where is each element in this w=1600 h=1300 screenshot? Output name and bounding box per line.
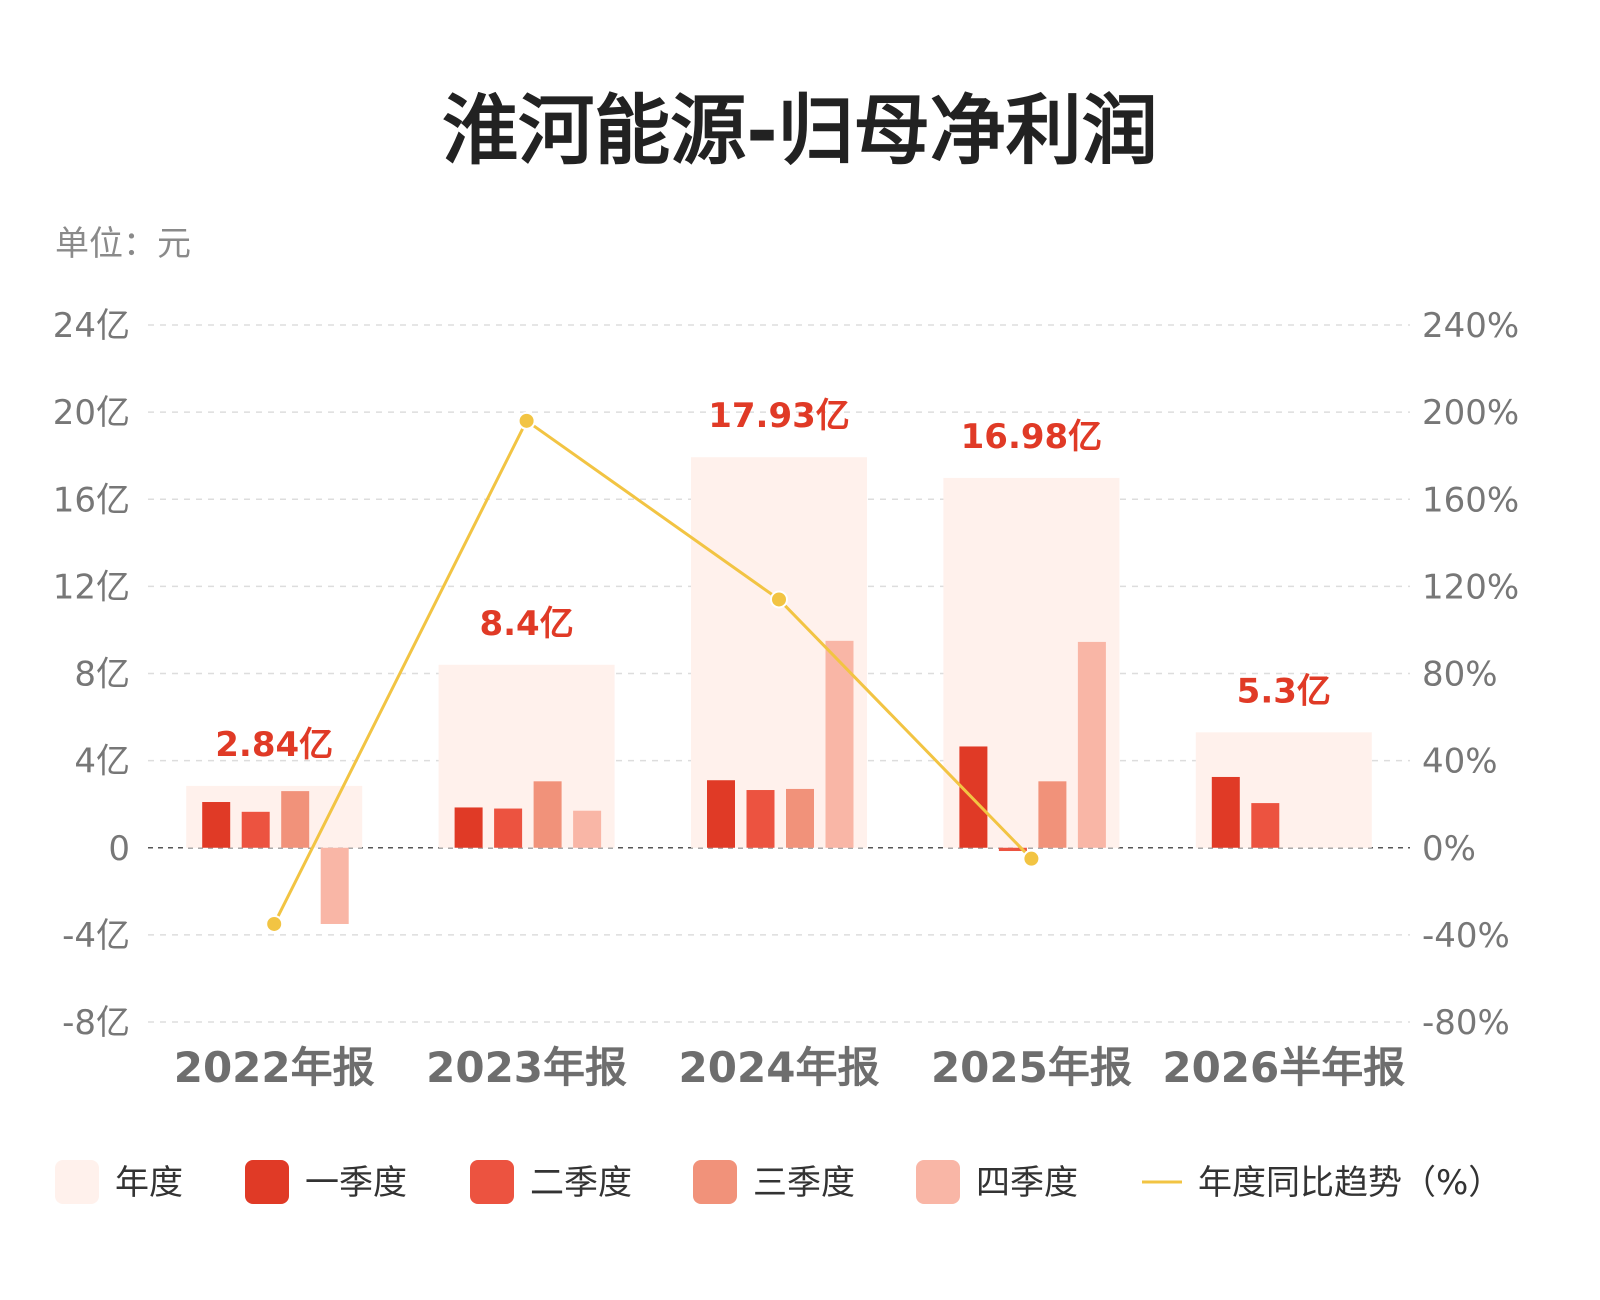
y-tick-right: 240%	[1422, 306, 1519, 346]
quarter-bar-q3	[786, 788, 814, 848]
legend: 年度 一季度 二季度 三季度 四季度 年度同比趋势（%）	[55, 1160, 1502, 1204]
legend-swatch	[55, 1160, 99, 1204]
chart-title: 淮河能源-归母净利润	[442, 86, 1158, 175]
y-tick-right: -40%	[1422, 916, 1510, 956]
quarter-bar-q1	[202, 802, 231, 848]
y-tick-left: -4亿	[62, 916, 130, 956]
bars	[186, 457, 1372, 924]
y-tick-right: 200%	[1422, 393, 1519, 433]
trend-point	[265, 914, 284, 933]
legend-swatch	[916, 1160, 960, 1204]
x-category-label: 2022年报	[174, 1043, 375, 1092]
trend-point	[517, 411, 536, 430]
y-tick-left: 4亿	[74, 742, 130, 782]
y-tick-left: 0	[108, 829, 130, 869]
quarter-bar-q3	[281, 791, 310, 848]
y-tick-left: -8亿	[62, 1003, 130, 1043]
trend-point	[1022, 849, 1041, 868]
quarter-bar-q4	[1077, 641, 1106, 848]
unit-label: 单位：元	[55, 224, 191, 264]
x-category-label: 2023年报	[426, 1043, 627, 1092]
axes: -8亿 -80% -4亿 -40% 0 0% 4亿 40% 8亿 80% 12亿 120% 16亿 160…	[53, 306, 1519, 1092]
annual-data-label: 16.98亿	[961, 417, 1103, 457]
legend-swatch	[470, 1160, 514, 1204]
trend-polyline	[272, 418, 1033, 925]
quarter-bar-q4	[320, 847, 349, 924]
y-tick-right: 40%	[1422, 742, 1498, 782]
quarter-bar-q3	[1038, 781, 1067, 848]
quarter-bar-q2	[494, 808, 523, 848]
annual-data-label: 8.4亿	[479, 604, 573, 644]
y-tick-right: 120%	[1422, 567, 1519, 607]
quarter-bar-q2	[746, 790, 775, 848]
annual-data-label: 17.93亿	[708, 396, 850, 436]
quarter-bar-q2	[1251, 803, 1280, 848]
data-labels: 2.84亿 8.4亿 17.93亿 16.98亿 5.3亿	[215, 396, 1331, 765]
quarter-bar-q1	[454, 807, 483, 848]
quarter-bar-q4	[573, 810, 602, 848]
quarter-bar-q1	[707, 780, 735, 848]
y-tick-right: 160%	[1422, 480, 1519, 520]
y-tick-left: 24亿	[53, 306, 130, 346]
x-category-label: 2024年报	[679, 1043, 880, 1092]
y-tick-left: 20亿	[53, 393, 130, 433]
legend-label: 四季度	[976, 1163, 1078, 1203]
y-tick-right: -80%	[1422, 1003, 1510, 1043]
y-tick-right: 0%	[1422, 829, 1476, 869]
y-tick-left: 16亿	[53, 480, 130, 520]
trend-point	[770, 590, 788, 609]
x-category-label: 2026半年报	[1162, 1043, 1405, 1092]
legend-swatch	[693, 1160, 737, 1204]
y-tick-left: 8亿	[74, 655, 130, 695]
legend-label: 一季度	[305, 1163, 407, 1203]
legend-label: 二季度	[530, 1163, 632, 1203]
quarter-bar-q2	[998, 847, 1027, 852]
quarter-bar-q2	[241, 811, 270, 848]
legend-swatch	[245, 1160, 289, 1204]
quarter-bar-q3	[533, 781, 562, 848]
legend-label: 三季度	[753, 1163, 855, 1203]
trend-line	[265, 411, 1041, 933]
y-tick-left: 12亿	[53, 567, 130, 607]
quarter-bar-q4	[825, 640, 854, 848]
annual-data-label: 2.84亿	[215, 725, 333, 765]
annual-data-label: 5.3亿	[1237, 671, 1331, 711]
legend-label: 年度	[115, 1163, 183, 1203]
legend-label: 年度同比趋势（%）	[1198, 1163, 1502, 1203]
quarter-bar-q1	[1211, 776, 1240, 848]
x-category-label: 2025年报	[931, 1043, 1132, 1092]
y-tick-right: 80%	[1422, 655, 1498, 695]
